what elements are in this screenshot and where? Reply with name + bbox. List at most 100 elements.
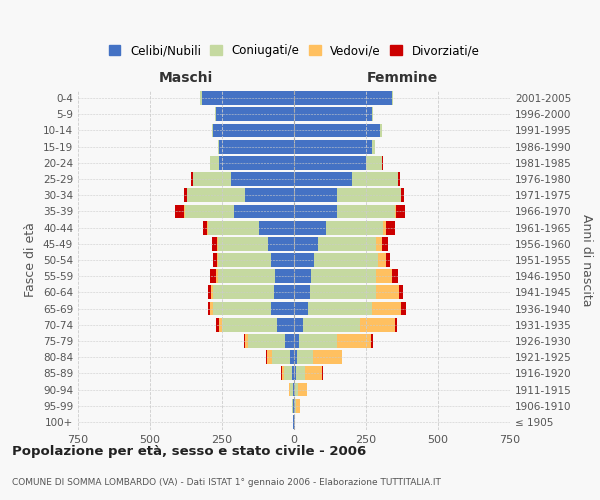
Bar xyxy=(376,286,399,300)
Bar xyxy=(281,366,284,380)
Bar xyxy=(191,172,193,186)
Bar xyxy=(211,286,214,300)
Bar xyxy=(202,91,294,105)
Bar xyxy=(203,220,207,234)
Bar xyxy=(185,204,233,218)
Bar xyxy=(294,172,352,186)
Bar xyxy=(341,350,343,364)
Bar xyxy=(294,334,299,348)
Bar xyxy=(295,382,298,396)
Bar xyxy=(294,366,296,380)
Bar xyxy=(398,172,400,186)
Bar xyxy=(371,334,373,348)
Bar xyxy=(294,204,337,218)
Bar xyxy=(294,286,310,300)
Bar xyxy=(292,399,293,412)
Bar xyxy=(275,270,294,283)
Bar xyxy=(386,253,389,267)
Bar xyxy=(219,140,294,153)
Bar xyxy=(211,270,216,283)
Bar xyxy=(294,270,311,283)
Bar xyxy=(271,302,294,316)
Bar xyxy=(337,334,371,348)
Y-axis label: Fasce di età: Fasce di età xyxy=(25,222,37,298)
Bar xyxy=(290,350,294,364)
Bar xyxy=(245,188,294,202)
Bar xyxy=(295,399,296,412)
Bar xyxy=(311,270,376,283)
Bar xyxy=(217,237,218,250)
Bar xyxy=(294,399,295,412)
Bar xyxy=(218,253,271,267)
Bar xyxy=(401,302,406,316)
Bar xyxy=(268,237,294,250)
Bar xyxy=(294,188,337,202)
Bar xyxy=(293,382,294,396)
Bar xyxy=(399,286,403,300)
Text: COMUNE DI SOMMA LOMBARDO (VA) - Dati ISTAT 1° gennaio 2006 - Elaborazione TUTTIT: COMUNE DI SOMMA LOMBARDO (VA) - Dati IST… xyxy=(12,478,441,487)
Y-axis label: Anni di nascita: Anni di nascita xyxy=(580,214,593,306)
Bar xyxy=(213,253,217,267)
Bar xyxy=(244,334,245,348)
Bar xyxy=(294,382,295,396)
Bar xyxy=(294,156,366,170)
Bar xyxy=(360,318,395,332)
Bar xyxy=(289,382,290,396)
Bar xyxy=(294,124,380,138)
Bar xyxy=(294,302,308,316)
Bar xyxy=(175,204,184,218)
Bar xyxy=(372,140,374,153)
Bar xyxy=(259,220,294,234)
Bar xyxy=(326,220,383,234)
Bar xyxy=(286,334,294,348)
Bar xyxy=(294,108,372,121)
Bar xyxy=(395,204,396,218)
Bar xyxy=(208,286,211,300)
Bar xyxy=(396,204,405,218)
Bar xyxy=(184,188,187,202)
Bar xyxy=(216,270,218,283)
Bar xyxy=(271,253,294,267)
Bar xyxy=(274,286,294,300)
Bar xyxy=(222,318,277,332)
Bar xyxy=(319,237,376,250)
Bar xyxy=(266,350,272,364)
Bar xyxy=(297,350,313,364)
Bar xyxy=(372,108,373,121)
Bar xyxy=(277,318,294,332)
Bar xyxy=(392,270,398,283)
Bar xyxy=(296,366,305,380)
Text: Femmine: Femmine xyxy=(367,71,437,85)
Bar xyxy=(284,366,292,380)
Bar xyxy=(233,204,294,218)
Bar xyxy=(214,286,274,300)
Bar xyxy=(337,188,401,202)
Bar xyxy=(298,382,307,396)
Bar xyxy=(219,156,294,170)
Bar xyxy=(296,399,300,412)
Bar xyxy=(380,124,382,138)
Bar xyxy=(314,253,377,267)
Bar xyxy=(211,302,214,316)
Bar xyxy=(212,237,217,250)
Bar xyxy=(294,237,319,250)
Bar xyxy=(294,91,392,105)
Bar xyxy=(218,237,268,250)
Bar xyxy=(294,220,326,234)
Bar xyxy=(366,156,382,170)
Bar xyxy=(293,399,294,412)
Bar xyxy=(313,350,341,364)
Bar xyxy=(292,366,294,380)
Bar xyxy=(215,108,216,121)
Bar xyxy=(216,108,294,121)
Bar xyxy=(218,270,275,283)
Bar xyxy=(308,302,372,316)
Bar xyxy=(299,334,337,348)
Bar xyxy=(208,302,211,316)
Bar xyxy=(214,124,294,138)
Bar xyxy=(294,253,314,267)
Bar xyxy=(376,270,392,283)
Bar xyxy=(218,140,219,153)
Bar xyxy=(230,172,294,186)
Bar xyxy=(248,334,286,348)
